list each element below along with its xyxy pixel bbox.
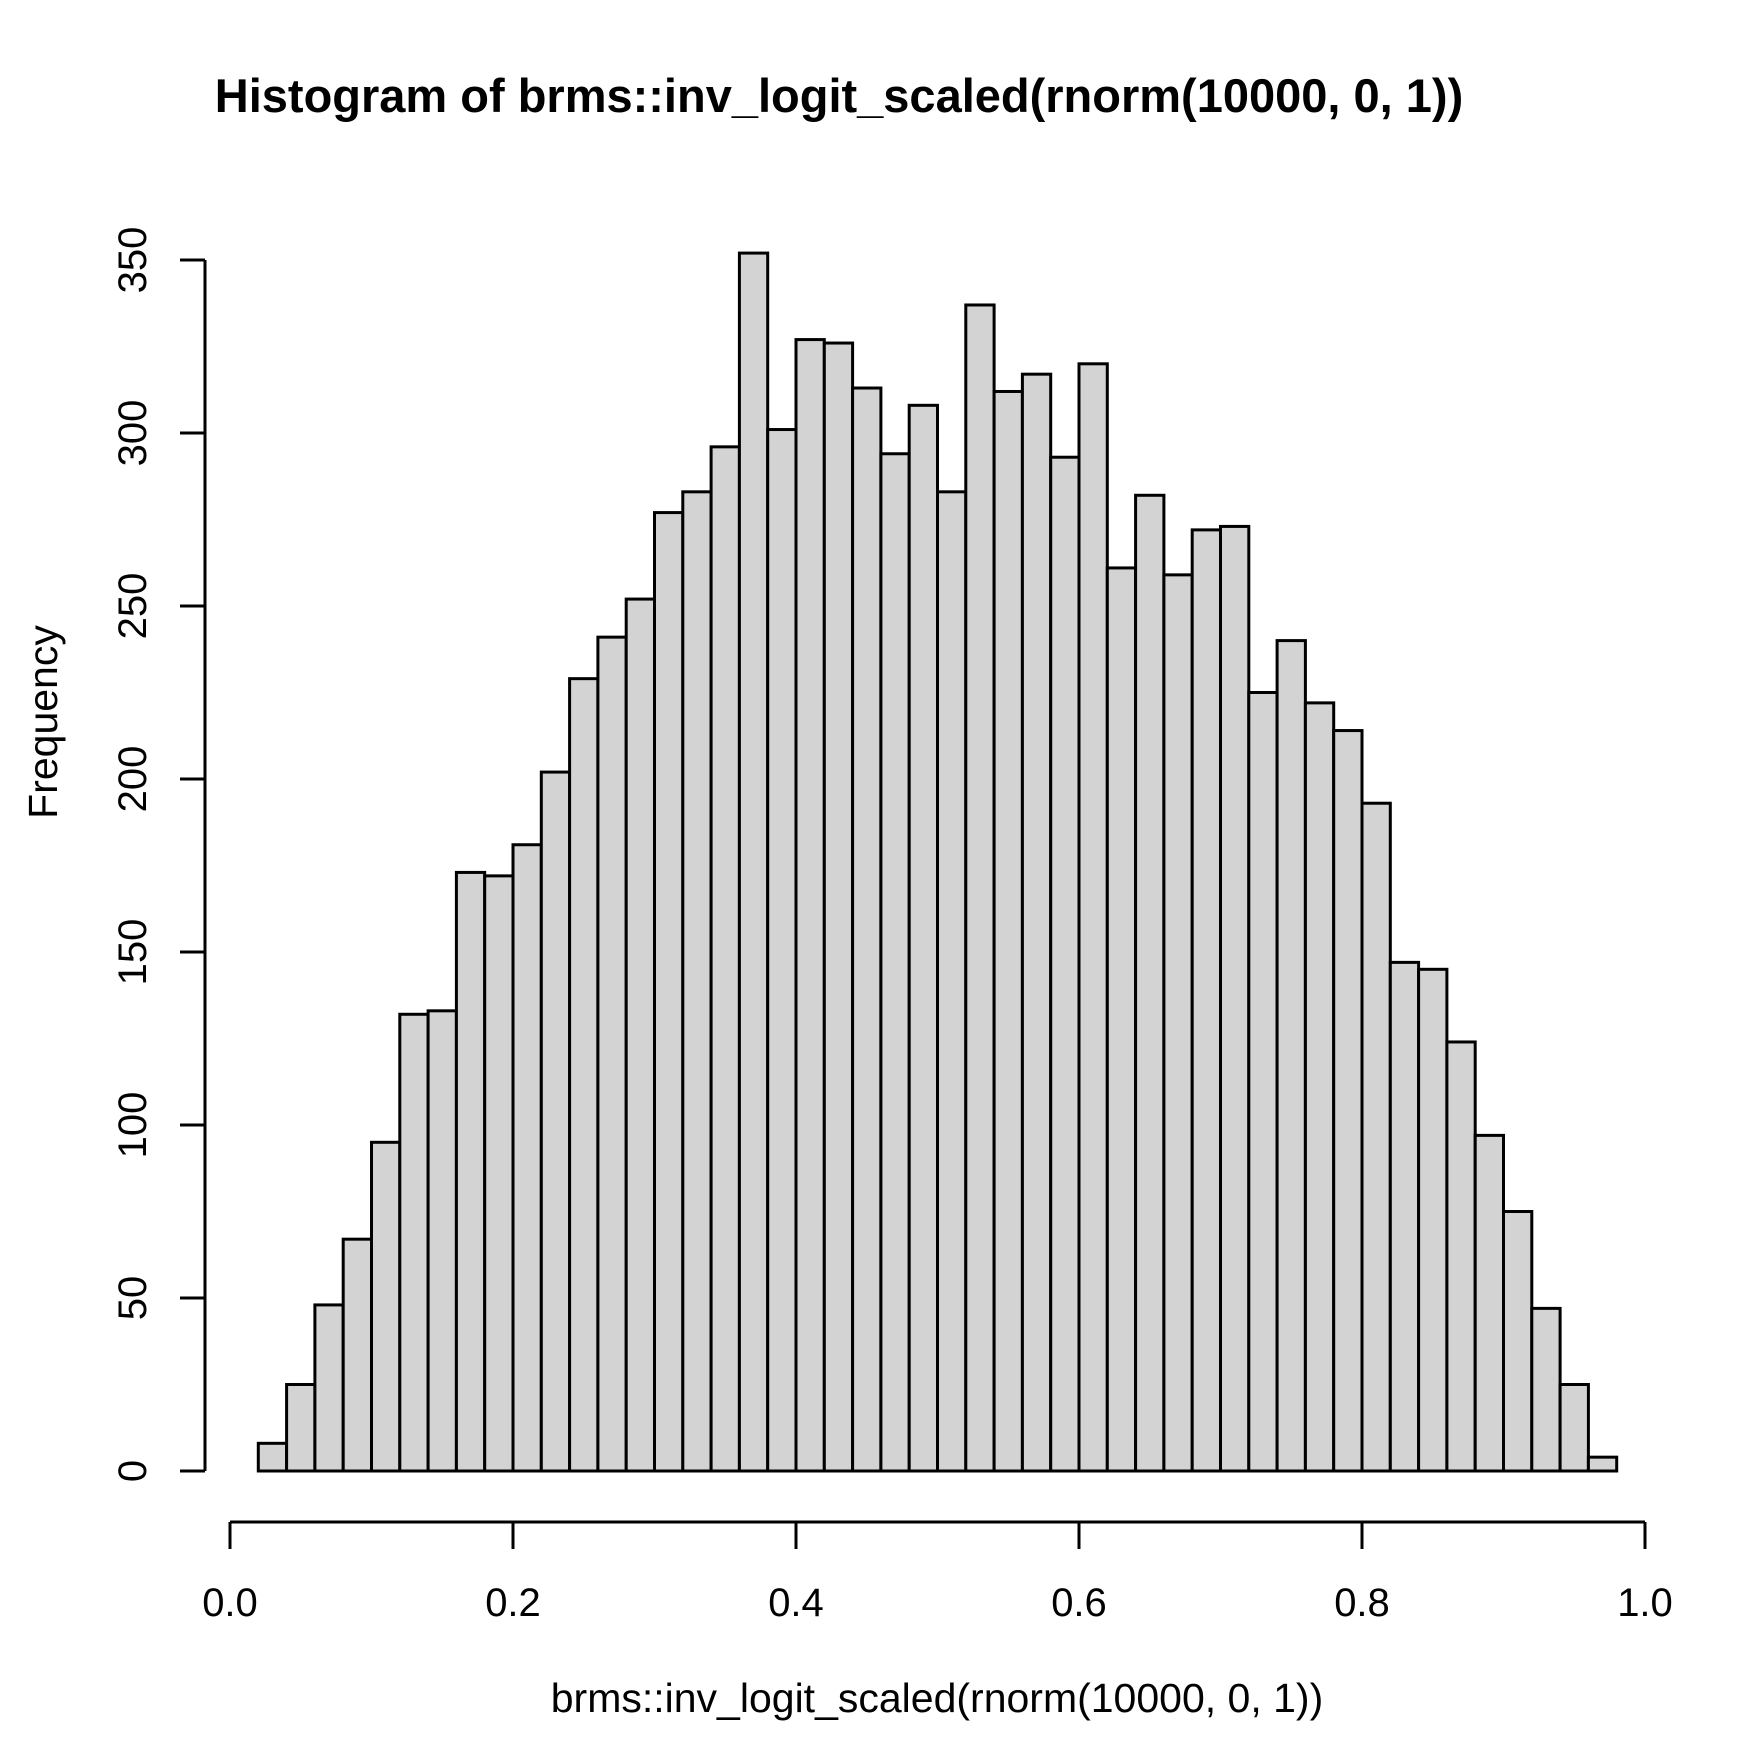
histogram-bar xyxy=(1219,524,1251,1473)
histogram-bar xyxy=(1530,1306,1562,1473)
histogram-bar xyxy=(709,445,741,1473)
y-tick-label: 100 xyxy=(111,1092,155,1159)
y-axis-title: Frequency xyxy=(20,625,66,819)
histogram-bar xyxy=(1388,960,1421,1473)
histogram-bar xyxy=(256,1441,289,1473)
histogram-bar xyxy=(1303,701,1336,1473)
histogram-bar xyxy=(794,338,826,1473)
y-tick-label: 300 xyxy=(111,400,155,467)
histogram-bar xyxy=(539,770,572,1473)
histogram-bar xyxy=(907,403,940,1473)
histogram-bar xyxy=(1020,372,1053,1473)
histogram-bar xyxy=(568,677,600,1473)
y-tick-label: 200 xyxy=(111,746,155,813)
x-tick-label: 0.6 xyxy=(1051,1581,1107,1625)
histogram-bar xyxy=(1134,493,1166,1473)
histogram-bar xyxy=(766,428,798,1473)
histogram-bar xyxy=(1162,573,1194,1473)
chart-title: Histogram of brms::inv_logit_scaled(rnor… xyxy=(215,69,1463,122)
bars-layer xyxy=(256,251,1619,1473)
y-tick-label: 250 xyxy=(111,573,155,640)
histogram-bar xyxy=(851,386,883,1473)
histogram-bar xyxy=(1105,566,1138,1473)
histogram-bar xyxy=(341,1237,374,1473)
histogram-bar xyxy=(1473,1133,1505,1473)
histogram-bar xyxy=(426,1009,458,1473)
x-axis-title: brms::inv_logit_scaled(rnorm(10000, 0, 1… xyxy=(551,1675,1324,1721)
x-tick-label: 0.0 xyxy=(202,1581,258,1625)
histogram-bar xyxy=(285,1383,317,1473)
y-tick-label: 0 xyxy=(111,1460,155,1482)
histogram-bar xyxy=(313,1303,345,1473)
histogram-bar xyxy=(653,511,685,1473)
histogram-bar xyxy=(1247,691,1279,1473)
histogram-bar xyxy=(624,597,657,1473)
x-axis: 0.0 0.2 0.4 0.6 0.8 1.0 xyxy=(202,1520,1673,1625)
x-tick-label: 0.2 xyxy=(485,1581,541,1625)
histogram-bar xyxy=(737,251,770,1473)
histogram-bar xyxy=(822,341,855,1473)
y-tick-label: 350 xyxy=(111,227,155,294)
histogram-bar xyxy=(1417,967,1449,1473)
histogram-bar xyxy=(511,843,543,1473)
histogram-bar xyxy=(1077,362,1109,1473)
histogram-bar xyxy=(370,1140,402,1473)
histogram-bar xyxy=(1586,1455,1619,1473)
histogram-bar xyxy=(936,490,968,1473)
x-tick-label: 0.4 xyxy=(768,1581,824,1625)
x-tick-label: 0.8 xyxy=(1334,1581,1390,1625)
histogram-bar xyxy=(964,303,996,1473)
histogram-bar xyxy=(1049,455,1081,1473)
histogram-bar xyxy=(1190,528,1222,1473)
y-tick-label: 150 xyxy=(111,919,155,986)
histogram-bar xyxy=(398,1012,430,1473)
y-axis: 0 50 100 150 200 250 300 350 xyxy=(111,227,207,1482)
histogram-bar xyxy=(1558,1383,1590,1473)
x-tick-label: 1.0 xyxy=(1617,1581,1673,1625)
histogram-bar xyxy=(596,635,628,1473)
histogram-bar xyxy=(681,490,713,1473)
histogram-bar xyxy=(483,874,515,1473)
histogram-bar xyxy=(1360,801,1392,1473)
histogram-bar xyxy=(879,452,911,1473)
histogram-bar xyxy=(1445,1040,1477,1473)
histogram-bar xyxy=(992,389,1024,1473)
histogram-bar xyxy=(1275,639,1307,1473)
histogram-bar xyxy=(1502,1210,1534,1473)
histogram-bar xyxy=(1332,729,1364,1473)
y-tick-label: 50 xyxy=(111,1276,155,1321)
histogram-bar xyxy=(454,870,487,1473)
